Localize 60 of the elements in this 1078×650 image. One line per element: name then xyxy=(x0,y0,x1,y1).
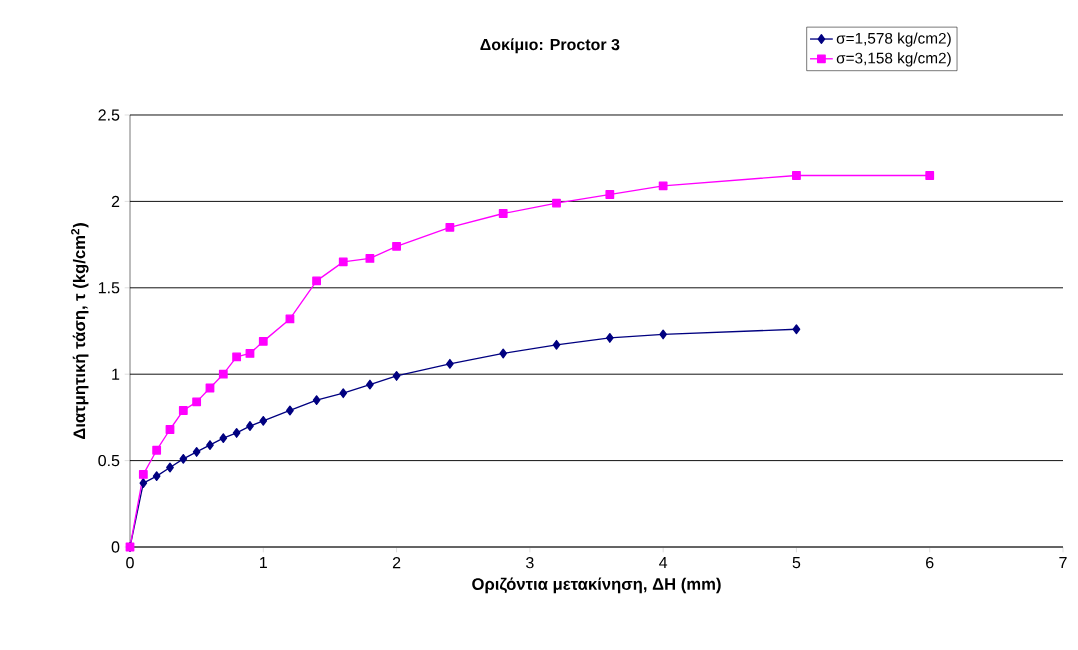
x-tick-label: 4 xyxy=(659,557,668,569)
point xyxy=(218,369,228,379)
point xyxy=(138,470,148,479)
x-tick-label: 7 xyxy=(1059,557,1067,569)
point xyxy=(499,348,508,359)
x-tick-label: 3 xyxy=(526,557,534,569)
legend-label: σ=1,578 kg/cm2) xyxy=(836,32,951,47)
chart-title: Δοκίμιο: Proctor 3 xyxy=(480,38,620,54)
point xyxy=(365,254,375,263)
point xyxy=(232,428,241,438)
x-axis-title: Οριζόντια μετακίνηση, ΔΗ (mm) xyxy=(472,577,721,594)
point xyxy=(792,324,801,335)
point xyxy=(165,425,175,434)
y-axis-title: Διατμητική τάση, τ (kg/cm$^{2}$) xyxy=(71,223,89,440)
y-tick-label: 1.5 xyxy=(98,282,120,294)
point xyxy=(552,339,561,350)
point xyxy=(925,171,935,180)
point xyxy=(338,257,348,267)
point xyxy=(166,462,174,473)
point xyxy=(792,171,801,180)
x-tick-label: 5 xyxy=(792,557,801,569)
point xyxy=(139,478,148,488)
point xyxy=(206,440,214,450)
point xyxy=(246,421,254,431)
point xyxy=(339,388,348,399)
legend-label: σ=3,158 kg/cm2) xyxy=(836,52,951,67)
point xyxy=(605,190,615,199)
point xyxy=(219,433,228,444)
point xyxy=(192,447,201,457)
x-tick-label: 6 xyxy=(926,557,934,569)
point xyxy=(179,453,188,464)
point xyxy=(446,358,454,369)
x-tick-label: 1 xyxy=(260,557,267,569)
point xyxy=(659,329,668,340)
x-tick-label: 2 xyxy=(392,557,401,569)
point xyxy=(312,276,321,286)
point xyxy=(152,471,161,482)
point xyxy=(392,370,401,381)
point xyxy=(259,415,268,426)
y-tick-label: 2 xyxy=(111,195,120,207)
point xyxy=(192,397,202,407)
point xyxy=(286,405,294,416)
point xyxy=(152,445,162,455)
point xyxy=(392,241,401,251)
point xyxy=(258,336,268,346)
y-tick-label: 1 xyxy=(112,368,120,380)
x-tick-label: 0 xyxy=(126,557,134,569)
y-tick-label: 0.5 xyxy=(98,454,120,467)
point xyxy=(366,379,374,390)
point xyxy=(445,222,455,232)
point xyxy=(232,352,242,362)
point xyxy=(658,181,668,191)
point xyxy=(312,395,321,406)
point xyxy=(605,332,614,343)
y-tick-label: 0 xyxy=(111,541,120,553)
point xyxy=(552,198,561,208)
point xyxy=(178,406,188,415)
y-tick-label: 2.5 xyxy=(98,109,120,121)
point xyxy=(245,349,255,358)
point xyxy=(498,209,508,218)
